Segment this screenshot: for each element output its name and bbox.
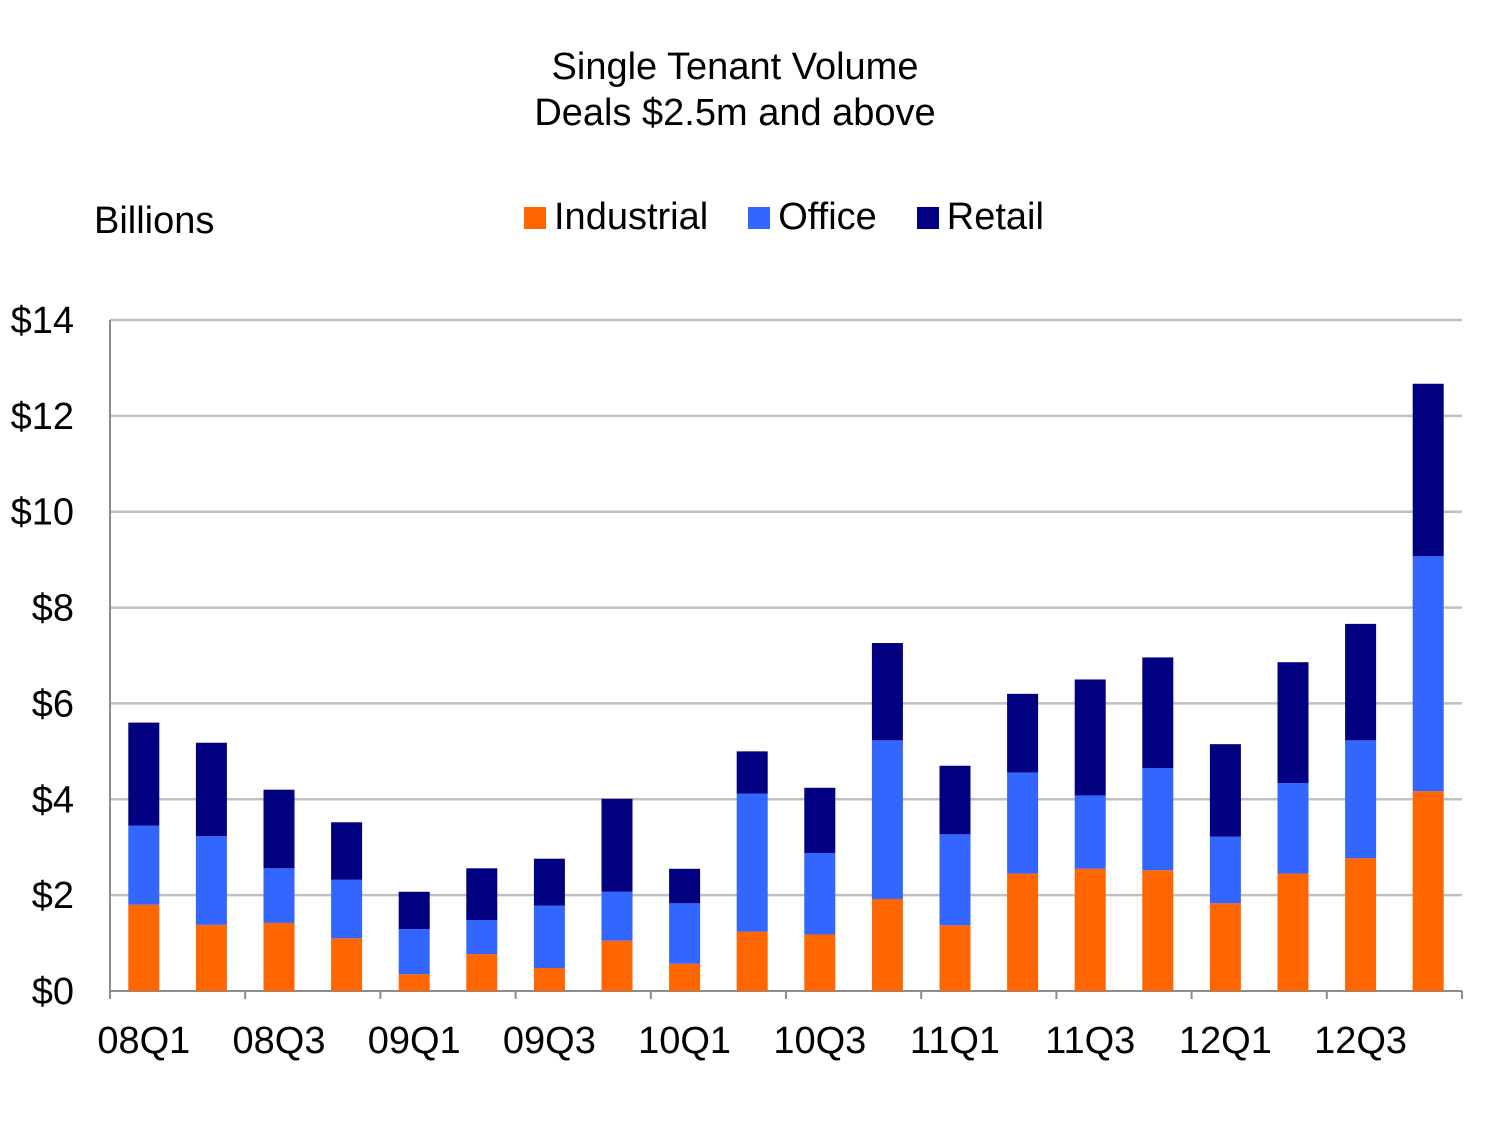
- bar-office-11Q4: [1142, 768, 1174, 871]
- bar-retail-12Q2: [1277, 662, 1309, 783]
- bar-industrial-12Q4: [1412, 791, 1444, 991]
- bar-office-08Q4: [331, 879, 363, 939]
- bar-retail-09Q4: [601, 798, 633, 892]
- legend-label-industrial: Industrial: [554, 196, 709, 238]
- bar-retail-09Q3: [533, 858, 565, 906]
- bar-industrial-10Q3: [804, 934, 836, 991]
- legend-item-retail: Retail: [916, 196, 1044, 239]
- bar-office-11Q2: [1007, 772, 1039, 874]
- bar-industrial-10Q1: [669, 963, 701, 991]
- legend-item-industrial: Industrial: [524, 196, 708, 239]
- x-tick-label: 12Q3: [1314, 1020, 1407, 1062]
- bar-office-08Q1: [128, 825, 160, 905]
- legend-label-office: Office: [778, 196, 877, 238]
- legend-item-office: Office: [748, 196, 877, 239]
- y-tick-label: $4: [32, 779, 74, 821]
- bar-retail-10Q3: [804, 787, 836, 853]
- bar-office-10Q2: [736, 793, 768, 932]
- bar-office-12Q4: [1412, 556, 1444, 792]
- bar-industrial-09Q1: [398, 974, 430, 991]
- bar-retail-11Q4: [1142, 657, 1174, 769]
- bar-industrial-09Q3: [533, 967, 565, 991]
- bar-industrial-10Q4: [871, 898, 903, 991]
- bar-office-12Q3: [1345, 740, 1377, 859]
- bar-office-10Q4: [871, 740, 903, 899]
- bar-retail-12Q3: [1345, 623, 1377, 741]
- bar-office-09Q3: [533, 905, 565, 968]
- legend-swatch-retail: [916, 206, 939, 229]
- bar-industrial-11Q3: [1074, 868, 1106, 991]
- bar-retail-08Q1: [128, 722, 160, 826]
- x-tick-label: 08Q3: [233, 1020, 326, 1062]
- legend-swatch-industrial: [524, 206, 546, 229]
- bar-office-08Q3: [263, 868, 295, 923]
- bar-industrial-08Q4: [331, 938, 363, 991]
- x-tick-label: 10Q1: [638, 1020, 731, 1062]
- bar-office-11Q3: [1074, 795, 1106, 869]
- chart-subtitle: Deals $2.5m and above: [534, 92, 936, 134]
- chart-title: Single Tenant Volume: [551, 46, 919, 88]
- bar-industrial-12Q3: [1345, 858, 1377, 991]
- bar-office-09Q1: [398, 929, 430, 975]
- bar-industrial-11Q2: [1007, 873, 1039, 991]
- bar-industrial-08Q1: [128, 904, 160, 991]
- x-tick-label: 10Q3: [773, 1020, 866, 1062]
- bar-retail-10Q1: [669, 868, 701, 904]
- x-tick-label: 12Q1: [1179, 1020, 1272, 1062]
- bar-industrial-09Q4: [601, 940, 633, 991]
- bar-industrial-11Q1: [939, 925, 971, 991]
- y-tick-label: $6: [32, 683, 74, 725]
- x-tick-label: 09Q1: [368, 1020, 461, 1062]
- bar-industrial-09Q2: [466, 954, 498, 991]
- y-tick-label: $14: [11, 300, 74, 342]
- bar-industrial-08Q3: [263, 922, 295, 991]
- legend-label-retail: Retail: [946, 196, 1044, 238]
- bar-retail-09Q1: [398, 891, 430, 930]
- bar-office-12Q1: [1209, 836, 1241, 904]
- bar-retail-11Q1: [939, 765, 971, 835]
- bar-office-09Q4: [601, 891, 633, 941]
- bar-office-09Q2: [466, 920, 498, 955]
- bar-industrial-10Q2: [736, 931, 768, 991]
- y-tick-label: $10: [11, 492, 74, 534]
- chart-title-block: Single Tenant Volume Deals $2.5m and abo…: [0, 44, 1470, 136]
- bar-office-10Q3: [804, 852, 836, 935]
- bar-retail-11Q3: [1074, 679, 1106, 796]
- y-tick-label: $0: [32, 971, 74, 1013]
- y-tick-label: $8: [32, 588, 74, 630]
- x-tick-label: 09Q3: [503, 1020, 596, 1062]
- bar-retail-08Q3: [263, 789, 295, 869]
- bar-office-12Q2: [1277, 782, 1309, 874]
- bar-retail-12Q4: [1412, 383, 1444, 557]
- y-tick-label: $12: [11, 396, 74, 438]
- bar-retail-10Q4: [871, 643, 903, 741]
- x-tick-label: 08Q1: [97, 1020, 190, 1062]
- bar-retail-11Q2: [1007, 693, 1039, 773]
- legend: Industrial Office Retail: [524, 196, 1044, 239]
- y-axis-label: Billions: [94, 200, 215, 242]
- x-tick-label: 11Q3: [1045, 1020, 1135, 1062]
- bar-retail-08Q2: [195, 742, 227, 837]
- bar-office-08Q2: [195, 836, 227, 925]
- bar-industrial-12Q1: [1209, 903, 1241, 991]
- bar-retail-09Q2: [466, 868, 498, 921]
- bar-office-10Q1: [669, 903, 701, 964]
- y-tick-label: $2: [32, 875, 74, 917]
- bar-industrial-11Q4: [1142, 870, 1174, 991]
- bar-office-11Q1: [939, 834, 971, 926]
- bar-industrial-08Q2: [195, 924, 227, 991]
- bar-retail-08Q4: [331, 822, 363, 880]
- legend-swatch-office: [748, 206, 771, 229]
- bar-retail-10Q2: [736, 751, 768, 794]
- x-tick-label: 11Q1: [910, 1020, 1000, 1062]
- bar-retail-12Q1: [1209, 744, 1241, 837]
- bar-industrial-12Q2: [1277, 873, 1309, 991]
